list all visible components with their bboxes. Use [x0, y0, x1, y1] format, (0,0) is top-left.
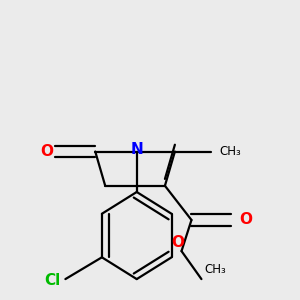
- Text: O: O: [40, 144, 54, 159]
- Text: Cl: Cl: [44, 273, 60, 288]
- Text: O: O: [172, 235, 185, 250]
- Text: N: N: [130, 142, 143, 158]
- Text: CH₃: CH₃: [220, 145, 242, 158]
- Text: CH₃: CH₃: [205, 263, 226, 276]
- Text: O: O: [240, 212, 253, 227]
